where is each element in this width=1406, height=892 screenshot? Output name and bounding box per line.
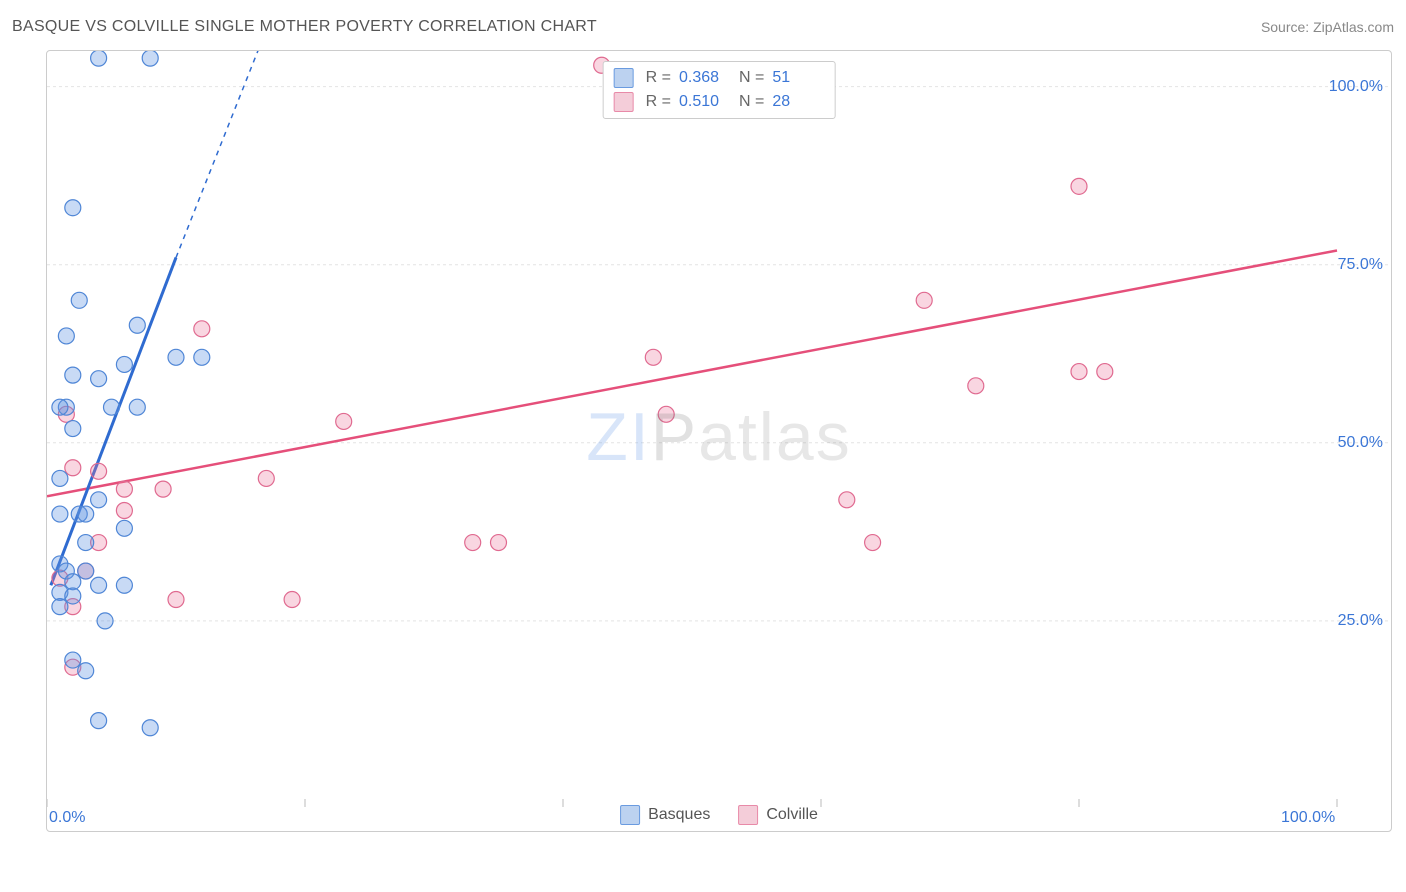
stat-value-n-colville: 28 [772, 90, 820, 114]
stats-row-basques: R = 0.368 N = 51 [614, 66, 821, 90]
stat-value-r-basques: 0.368 [679, 66, 727, 90]
swatch-colville [614, 92, 634, 112]
chart-header: BASQUE VS COLVILLE SINGLE MOTHER POVERTY… [0, 0, 1406, 50]
chart-title: BASQUE VS COLVILLE SINGLE MOTHER POVERTY… [12, 18, 597, 36]
scatter-plot-svg [47, 51, 1391, 831]
stats-legend: R = 0.368 N = 51 R = 0.510 N = 28 [603, 61, 836, 119]
x-tick-label: 0.0% [49, 809, 85, 827]
y-tick-label: 75.0% [1338, 256, 1383, 274]
stat-label-r: R = [646, 66, 671, 90]
stats-row-colville: R = 0.510 N = 28 [614, 90, 821, 114]
stat-label-n: N = [739, 90, 764, 114]
stat-value-r-colville: 0.510 [679, 90, 727, 114]
bottom-legend: Basques Colville [620, 805, 818, 825]
legend-label-colville: Colville [766, 806, 818, 824]
legend-item-basques: Basques [620, 805, 710, 825]
x-tick-label: 100.0% [1281, 809, 1335, 827]
chart-source: Source: ZipAtlas.com [1261, 19, 1394, 35]
stat-value-n-basques: 51 [772, 66, 820, 90]
swatch-basques [620, 805, 640, 825]
legend-item-colville: Colville [738, 805, 818, 825]
chart-area: ZIPatlas R = 0.368 N = 51 R = 0.510 N = … [46, 50, 1392, 832]
y-tick-label: 25.0% [1338, 612, 1383, 630]
y-tick-label: 100.0% [1329, 78, 1383, 96]
y-tick-label: 50.0% [1338, 434, 1383, 452]
swatch-colville [738, 805, 758, 825]
swatch-basques [614, 68, 634, 88]
stat-label-r: R = [646, 90, 671, 114]
legend-label-basques: Basques [648, 806, 710, 824]
stat-label-n: N = [739, 66, 764, 90]
